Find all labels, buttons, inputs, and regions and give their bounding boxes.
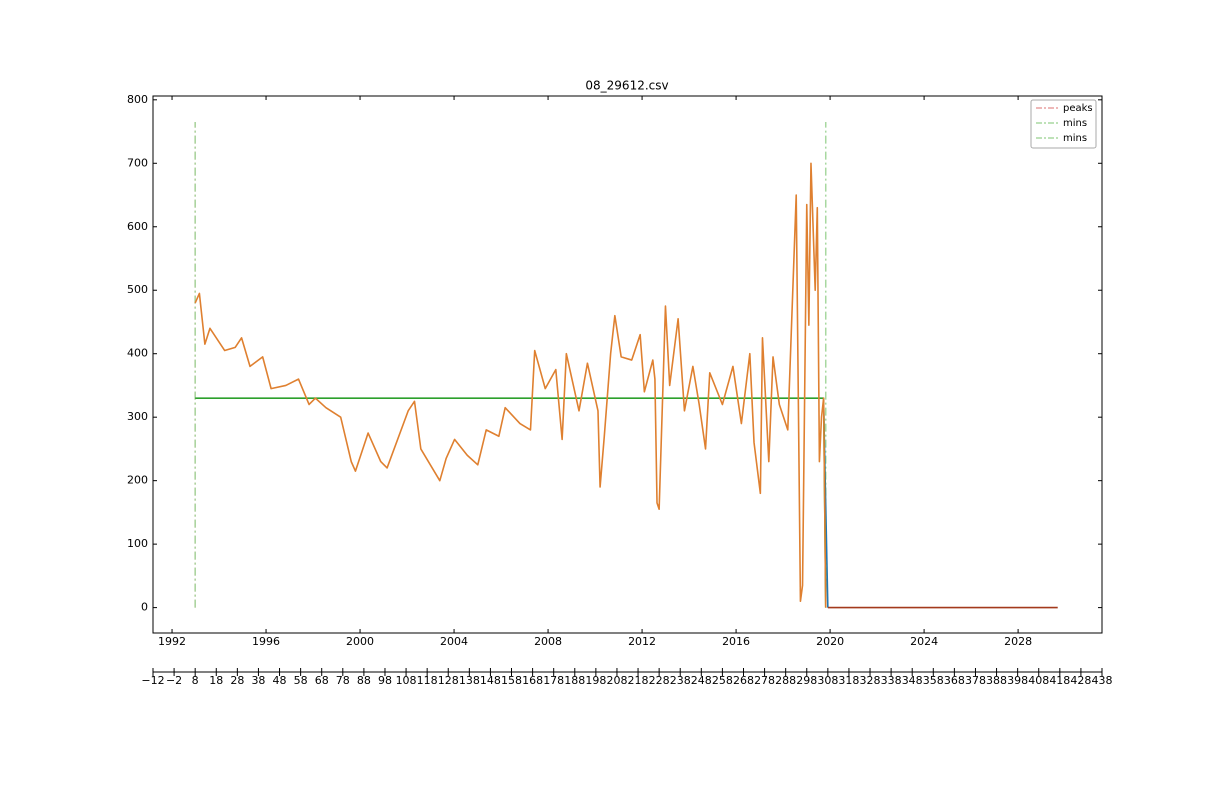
x2-tick-label: 358 bbox=[923, 674, 944, 687]
x2-tick-label: 248 bbox=[691, 674, 712, 687]
x2-tick-label: 68 bbox=[315, 674, 329, 687]
x2-tick-label: 308 bbox=[817, 674, 838, 687]
x2-tick-label: 338 bbox=[881, 674, 902, 687]
x2-tick-label: 88 bbox=[357, 674, 371, 687]
x2-tick-label: 48 bbox=[273, 674, 287, 687]
x2-tick-label: 98 bbox=[378, 674, 392, 687]
x2-tick-label: 8 bbox=[192, 674, 199, 687]
x2-tick-label: 428 bbox=[1070, 674, 1091, 687]
chart-title: 08_29612.csv bbox=[585, 79, 668, 93]
y-tick-label: 500 bbox=[127, 283, 148, 296]
x-tick-label: 2000 bbox=[346, 635, 374, 648]
x2-tick-label: 208 bbox=[606, 674, 627, 687]
legend-label: peaks bbox=[1063, 103, 1093, 114]
x-tick-label: 2012 bbox=[628, 635, 656, 648]
x2-tick-label: −2 bbox=[166, 674, 182, 687]
x2-tick-label: 38 bbox=[251, 674, 265, 687]
x-tick-label: 2028 bbox=[1004, 635, 1032, 648]
legend-label: mins bbox=[1063, 118, 1087, 129]
y-tick-label: 400 bbox=[127, 347, 148, 360]
y-tick-label: 0 bbox=[141, 601, 148, 614]
x2-tick-label: 348 bbox=[902, 674, 923, 687]
x2-tick-label: −12 bbox=[141, 674, 164, 687]
x2-tick-label: 218 bbox=[628, 674, 649, 687]
x2-tick-label: 158 bbox=[501, 674, 522, 687]
x2-tick-label: 238 bbox=[670, 674, 691, 687]
x-tick-label: 2024 bbox=[910, 635, 938, 648]
data-line bbox=[195, 397, 827, 608]
x2-tick-label: 408 bbox=[1028, 674, 1049, 687]
x2-tick-label: 258 bbox=[712, 674, 733, 687]
data-line bbox=[194, 162, 827, 608]
x2-tick-label: 178 bbox=[543, 674, 564, 687]
x2-tick-label: 28 bbox=[230, 674, 244, 687]
x2-tick-label: 128 bbox=[438, 674, 459, 687]
x2-tick-label: 278 bbox=[754, 674, 775, 687]
x2-tick-label: 298 bbox=[796, 674, 817, 687]
x2-tick-label: 118 bbox=[417, 674, 438, 687]
legend-frame bbox=[1030, 99, 1097, 149]
x2-tick-label: 268 bbox=[733, 674, 754, 687]
x2-tick-label: 388 bbox=[986, 674, 1007, 687]
x2-tick-label: 288 bbox=[775, 674, 796, 687]
x-tick-label: 1996 bbox=[252, 635, 280, 648]
x2-tick-label: 78 bbox=[336, 674, 350, 687]
y-tick-label: 800 bbox=[127, 93, 148, 106]
x2-tick-label: 58 bbox=[294, 674, 308, 687]
y-tick-label: 100 bbox=[127, 537, 148, 550]
x2-tick-label: 108 bbox=[396, 674, 417, 687]
legend-label: mins bbox=[1063, 133, 1087, 144]
x-tick-label: 2008 bbox=[534, 635, 562, 648]
plot-frame bbox=[152, 95, 1103, 634]
x2-tick-label: 378 bbox=[965, 674, 986, 687]
y-tick-label: 300 bbox=[127, 410, 148, 423]
x-tick-label: 2020 bbox=[816, 635, 844, 648]
x2-tick-label: 18 bbox=[209, 674, 223, 687]
x2-tick-label: 138 bbox=[459, 674, 480, 687]
x2-tick-label: 368 bbox=[944, 674, 965, 687]
x2-tick-label: 168 bbox=[522, 674, 543, 687]
x2-tick-label: 398 bbox=[1007, 674, 1028, 687]
x-tick-label: 2016 bbox=[722, 635, 750, 648]
x2-tick-label: 198 bbox=[585, 674, 606, 687]
x2-tick-label: 188 bbox=[564, 674, 585, 687]
x2-tick-label: 228 bbox=[649, 674, 670, 687]
y-tick-label: 600 bbox=[127, 220, 148, 233]
x2-tick-label: 318 bbox=[838, 674, 859, 687]
x-tick-label: 2004 bbox=[440, 635, 468, 648]
x2-tick-label: 148 bbox=[480, 674, 501, 687]
x2-tick-label: 328 bbox=[860, 674, 881, 687]
x2-tick-label: 438 bbox=[1092, 674, 1113, 687]
y-tick-label: 700 bbox=[127, 156, 148, 169]
y-tick-label: 200 bbox=[127, 474, 148, 487]
x-tick-label: 1992 bbox=[158, 635, 186, 648]
x2-tick-label: 418 bbox=[1049, 674, 1070, 687]
